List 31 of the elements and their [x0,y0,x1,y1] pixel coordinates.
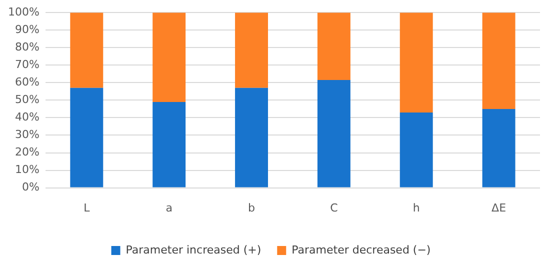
y-tick-label: 20% [14,146,40,159]
x-tick-label: C [330,201,338,214]
x-tick-label: ΔE [492,201,506,214]
bar [400,12,433,112]
y-tick-label: 30% [14,128,40,142]
x-tick-label: h [412,201,420,214]
y-tick-label: 100% [8,5,40,18]
y-tick-label: 40% [14,110,40,124]
x-tick-label: L [84,201,91,214]
y-tick-label: 90% [14,22,40,36]
bar [70,88,104,188]
bar [482,12,516,109]
y-tick-label: 70% [14,58,40,72]
bar [235,88,268,188]
y-tick-label: 10% [14,163,40,176]
x-tick-label: a [166,201,172,214]
y-tick-label: 50% [14,93,40,106]
bar [482,108,516,188]
bar [152,102,186,188]
y-tick-label: 80% [14,40,40,54]
y-tick-label: 60% [14,76,40,89]
bar [400,112,433,188]
x-tick-label: b [248,201,256,214]
bar [317,12,350,80]
bar [235,12,268,88]
legend-label: Parameter decreased (−) [292,243,431,256]
legend-label: Parameter increased (+) [126,243,262,256]
bar [152,12,186,102]
bar [317,80,350,188]
y-tick-label: 0% [22,180,40,194]
bar [70,12,104,88]
